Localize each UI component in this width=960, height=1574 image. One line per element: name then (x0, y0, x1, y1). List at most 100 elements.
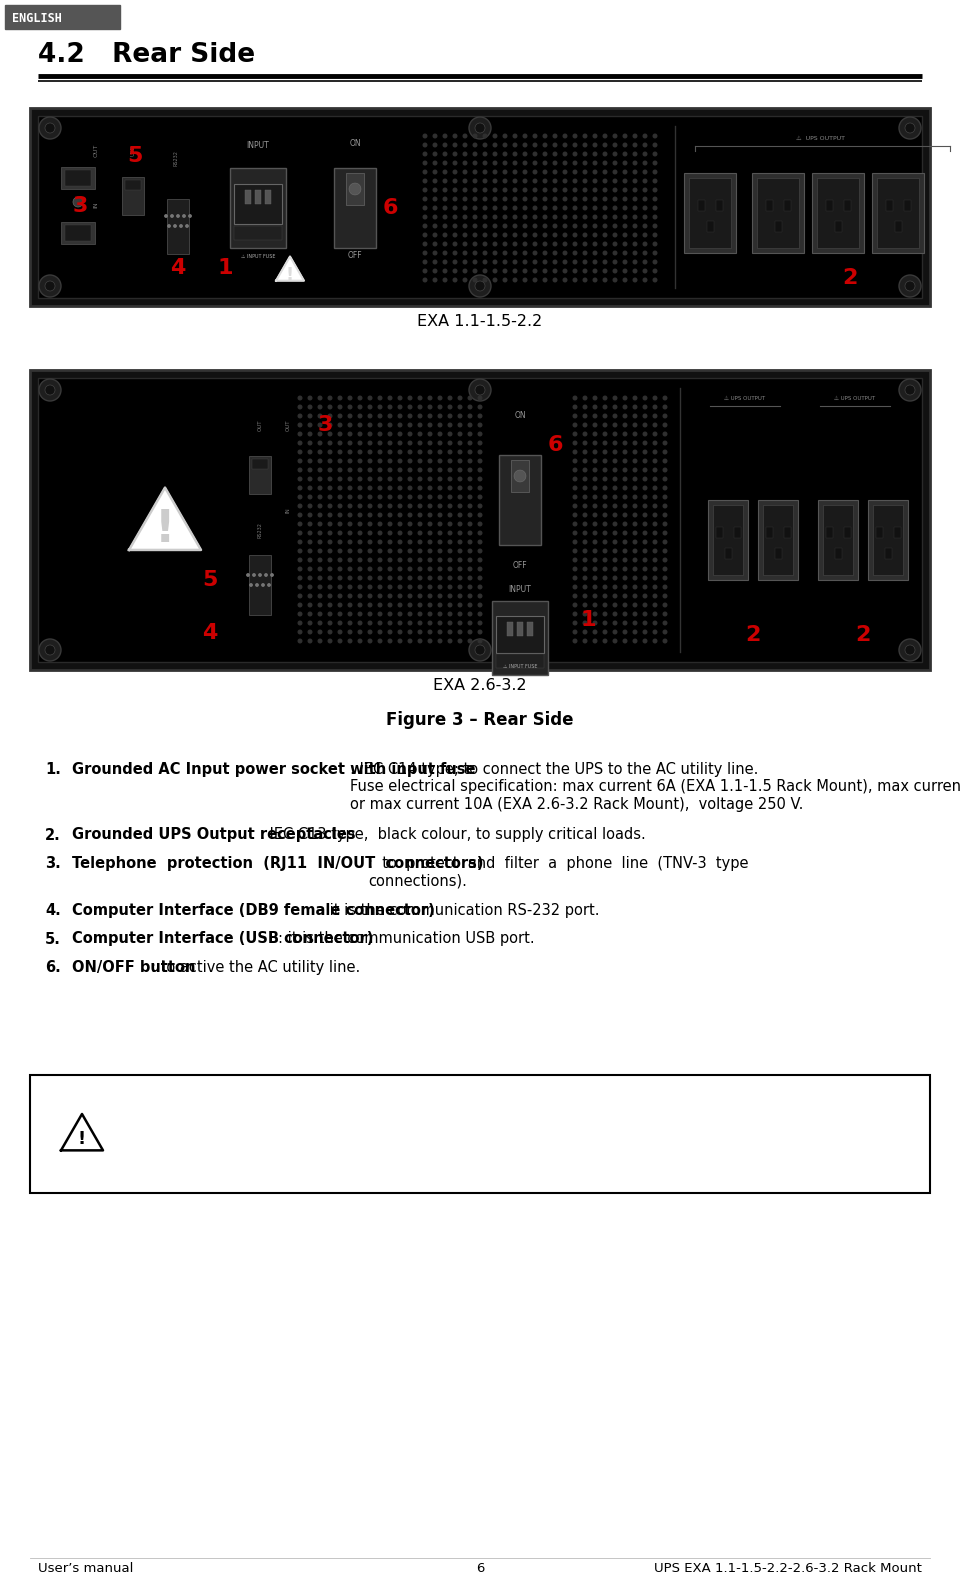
Text: ⚠ INPUT FUSE: ⚠ INPUT FUSE (241, 253, 276, 258)
Circle shape (613, 189, 616, 192)
Circle shape (453, 189, 457, 192)
Circle shape (428, 630, 432, 634)
Circle shape (573, 269, 577, 272)
Circle shape (503, 206, 507, 209)
Circle shape (613, 206, 616, 209)
Circle shape (613, 161, 616, 165)
Circle shape (453, 170, 457, 173)
Bar (826, 527, 833, 538)
Circle shape (473, 252, 477, 255)
Circle shape (438, 441, 442, 445)
Circle shape (338, 467, 342, 472)
Circle shape (318, 513, 322, 516)
Circle shape (318, 586, 322, 589)
Circle shape (398, 441, 402, 445)
Circle shape (593, 630, 597, 634)
Circle shape (475, 645, 485, 655)
Circle shape (428, 603, 432, 608)
Circle shape (299, 567, 301, 571)
Circle shape (398, 603, 402, 608)
Circle shape (328, 630, 332, 634)
Circle shape (388, 441, 392, 445)
Circle shape (478, 603, 482, 608)
Circle shape (398, 549, 402, 552)
Circle shape (643, 639, 647, 642)
Circle shape (623, 153, 627, 156)
Circle shape (433, 134, 437, 139)
Bar (38, 378, 922, 663)
Circle shape (593, 603, 597, 608)
Bar (868, 501, 908, 579)
Circle shape (653, 216, 657, 219)
Circle shape (478, 504, 482, 508)
Text: 2.: 2. (45, 828, 60, 842)
Circle shape (189, 214, 191, 217)
Circle shape (603, 567, 607, 571)
Circle shape (408, 460, 412, 463)
Circle shape (358, 504, 362, 508)
Circle shape (663, 530, 667, 535)
Circle shape (444, 161, 446, 165)
Circle shape (398, 576, 402, 579)
Circle shape (603, 397, 607, 400)
Bar (492, 601, 548, 675)
Circle shape (593, 233, 597, 236)
Circle shape (533, 216, 537, 219)
Circle shape (653, 153, 657, 156)
Circle shape (643, 595, 647, 598)
Circle shape (419, 423, 421, 427)
Circle shape (358, 530, 362, 535)
Circle shape (584, 576, 587, 579)
Circle shape (448, 433, 452, 436)
Circle shape (623, 242, 627, 246)
Circle shape (523, 224, 527, 228)
Circle shape (473, 197, 477, 201)
Circle shape (573, 206, 577, 209)
Circle shape (419, 504, 421, 508)
Text: ⚠ UPS OUTPUT: ⚠ UPS OUTPUT (725, 395, 765, 400)
Circle shape (573, 540, 577, 543)
Circle shape (899, 379, 921, 401)
Circle shape (408, 486, 412, 490)
Circle shape (483, 269, 487, 272)
Circle shape (543, 143, 547, 146)
Circle shape (448, 496, 452, 499)
Circle shape (428, 433, 432, 436)
Circle shape (593, 197, 597, 201)
Text: : to active the AC utility line.: : to active the AC utility line. (151, 960, 360, 974)
Circle shape (328, 612, 332, 615)
Circle shape (584, 405, 587, 409)
Circle shape (483, 242, 487, 246)
Text: OFF: OFF (513, 560, 527, 570)
Circle shape (653, 269, 657, 272)
Circle shape (388, 540, 392, 543)
Circle shape (483, 153, 487, 156)
Text: 6: 6 (476, 1561, 484, 1574)
Circle shape (634, 423, 636, 427)
Circle shape (338, 513, 342, 516)
Circle shape (623, 206, 627, 209)
Bar (895, 220, 902, 231)
Circle shape (543, 233, 547, 236)
Circle shape (584, 549, 587, 552)
Circle shape (468, 467, 471, 472)
Circle shape (523, 143, 527, 146)
Circle shape (623, 441, 627, 445)
Circle shape (573, 523, 577, 526)
Circle shape (643, 630, 647, 634)
Circle shape (388, 530, 392, 535)
Circle shape (514, 189, 516, 192)
Circle shape (623, 197, 627, 201)
Circle shape (483, 143, 487, 146)
Bar (885, 548, 892, 559)
Circle shape (423, 242, 427, 246)
Circle shape (553, 189, 557, 192)
Circle shape (603, 559, 607, 562)
Circle shape (458, 460, 462, 463)
Circle shape (419, 397, 421, 400)
Circle shape (419, 559, 421, 562)
Circle shape (603, 233, 607, 236)
Circle shape (584, 260, 587, 264)
Circle shape (369, 595, 372, 598)
Circle shape (328, 423, 332, 427)
